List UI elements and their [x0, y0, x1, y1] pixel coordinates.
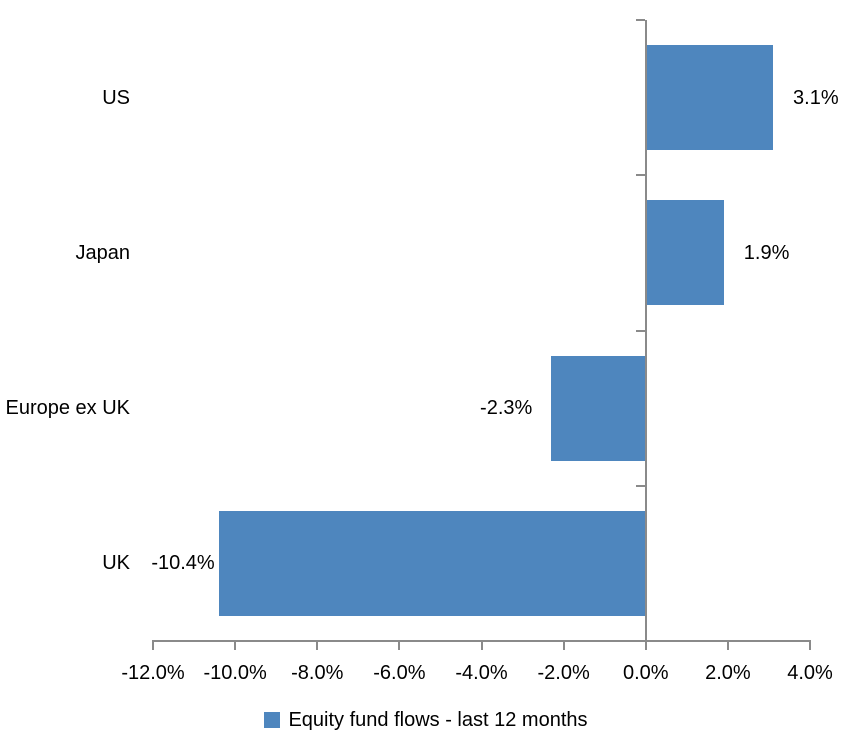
x-axis-tick	[726, 641, 729, 650]
x-axis-tick-label-4-0: -4.0%	[455, 662, 508, 684]
y-axis-tick	[635, 174, 645, 177]
x-axis-tick	[480, 641, 483, 650]
value-label-uk: -10.4%	[151, 552, 215, 575]
chart-legend: Equity fund flows - last 12 months	[0, 708, 852, 732]
x-axis-tick-label-6-0: -6.0%	[373, 662, 426, 684]
x-axis-tick-label-10-0: -10.0%	[203, 662, 267, 684]
bar-japan	[645, 200, 724, 306]
bar-uk	[218, 510, 646, 616]
bar-us	[645, 45, 774, 151]
value-label-us: 3.1%	[793, 86, 839, 109]
value-label-japan: 1.9%	[743, 241, 790, 264]
x-axis-tick	[234, 641, 237, 650]
legend-series-label: Equity fund flows - last 12 months	[288, 709, 588, 731]
x-axis-tick-label-8-0: -8.0%	[291, 662, 344, 684]
category-label-europe-ex-uk: Europe ex UK	[5, 397, 130, 420]
y-axis-tick	[635, 329, 645, 332]
y-axis-line	[644, 20, 647, 642]
x-axis-tick-label-4-0: 4.0%	[787, 662, 833, 684]
x-axis-tick	[316, 641, 319, 650]
y-axis-tick	[635, 640, 645, 642]
x-axis-tick-label-2-0: 2.0%	[705, 662, 751, 684]
x-axis-tick-label-12-0: -12.0%	[121, 662, 185, 684]
x-axis-tick-label-2-0: -2.0%	[537, 662, 590, 684]
x-axis-tick-label-0-0: 0.0%	[622, 662, 669, 684]
value-label-europe-ex-uk: -2.3%	[480, 397, 533, 420]
y-axis-tick	[635, 484, 645, 487]
category-label-us: US	[102, 86, 130, 109]
x-axis-tick	[152, 641, 154, 650]
legend-series-marker-icon	[264, 712, 281, 728]
x-axis-tick	[562, 641, 565, 650]
bar-europe-ex-uk	[551, 355, 646, 461]
y-axis-tick	[635, 19, 645, 21]
x-axis-tick	[809, 641, 811, 650]
x-axis-tick	[644, 641, 647, 650]
category-label-japan: Japan	[75, 241, 131, 264]
x-axis-tick	[398, 641, 401, 650]
category-label-uk: UK	[102, 552, 130, 575]
